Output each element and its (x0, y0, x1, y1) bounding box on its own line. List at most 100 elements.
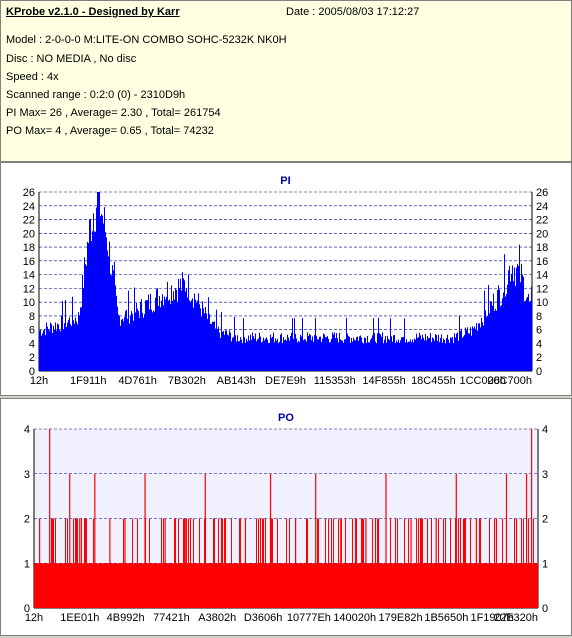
pi-bar (502, 298, 503, 371)
pi-bar (274, 342, 275, 371)
pi-bar (201, 316, 202, 371)
pi-bar (349, 336, 350, 371)
po-bar (65, 518, 66, 608)
y-tick-left: 8 (29, 311, 35, 323)
pi-bar (47, 326, 48, 371)
pi-bar (123, 321, 124, 371)
po-bar (109, 518, 111, 608)
pi-bar (309, 333, 310, 371)
pi-bar (441, 334, 442, 371)
pi-bar (171, 285, 172, 371)
pi-bar (491, 301, 492, 371)
pi-bar (366, 343, 367, 371)
pi-bar (205, 306, 206, 371)
po-bar (338, 518, 339, 608)
po-bar (224, 518, 225, 608)
pi-bar (213, 321, 214, 371)
pi-bar (139, 317, 140, 371)
pi-bar (402, 337, 403, 371)
x-tick: 179E82h (379, 612, 423, 624)
po-bar (475, 518, 477, 608)
pi-bar (300, 334, 301, 371)
y-tick-right: 2 (536, 352, 542, 364)
pi-bar (110, 274, 111, 371)
po-bar (489, 518, 490, 608)
pi-bar (63, 329, 64, 371)
po-bar (178, 518, 179, 608)
pi-bar (88, 243, 89, 371)
y-tick-left: 4 (29, 338, 35, 350)
pi-bar (382, 332, 383, 371)
pi-bar (174, 299, 175, 371)
pi-bar (427, 336, 428, 371)
pi-bar (186, 288, 187, 371)
pi-bar (435, 334, 436, 371)
po-bar (458, 518, 459, 608)
po-bar (431, 518, 432, 608)
pi-bar (423, 337, 424, 371)
po-bar (445, 518, 446, 608)
po-bar (355, 518, 356, 608)
pi-bar (161, 300, 162, 371)
pi-bar (76, 321, 77, 371)
po-bar (528, 518, 529, 608)
po-bar (137, 518, 138, 608)
pi-bar (421, 339, 422, 371)
po-bar (352, 518, 353, 608)
po-bar (193, 518, 194, 608)
pi-bar (196, 302, 197, 371)
pi-bar (407, 342, 408, 371)
pi-bar (48, 329, 49, 371)
pi-bar (458, 340, 459, 371)
pi-bar (74, 323, 75, 371)
pi-bar (119, 315, 120, 371)
po-bar (86, 518, 87, 608)
pi-bar (268, 343, 269, 371)
pi-bar (454, 333, 455, 371)
pi-bar (335, 338, 336, 371)
y-tick-left: 26 (23, 187, 35, 199)
pi-bar (422, 334, 423, 371)
pi-bar (215, 328, 216, 371)
y-tick-left: 4 (24, 424, 30, 436)
po-bar (438, 518, 439, 608)
x-tick: 4B992h (107, 612, 145, 624)
po-bar (73, 518, 74, 608)
pi-bar (146, 300, 147, 371)
pi-bar (65, 300, 66, 371)
po-bar (494, 518, 495, 608)
po-bar (422, 518, 423, 608)
pi-bar (292, 318, 293, 371)
pi-bar (293, 338, 294, 371)
po-bar (397, 518, 398, 608)
po-bar (221, 518, 222, 608)
pi-bar (416, 333, 417, 371)
pi-bar (294, 318, 295, 371)
pi-bar (140, 302, 141, 371)
pi-bar (356, 337, 357, 371)
pi-bar (273, 332, 274, 371)
pi-bar (374, 332, 375, 371)
pi-bar (231, 341, 232, 371)
y-tick-left: 12 (23, 283, 35, 295)
pi-bar (234, 317, 235, 371)
po-bar (435, 518, 437, 608)
pi-bar (316, 336, 317, 371)
po-bar (49, 429, 51, 608)
po-bar (75, 518, 76, 608)
x-tick: 4D761h (118, 375, 157, 387)
pi-bar (86, 265, 87, 371)
pi-bar (177, 301, 178, 371)
pi-bar (302, 318, 303, 371)
po-bar (184, 518, 186, 608)
pi-bar (352, 341, 353, 371)
po-bar (502, 518, 503, 608)
pi-bar (98, 192, 99, 371)
pi-bar (238, 341, 239, 371)
pi-bar (322, 338, 323, 371)
pi-bar (69, 317, 70, 371)
pi-bar (180, 278, 181, 371)
pi-bar (493, 293, 494, 371)
pi-bar (162, 294, 163, 371)
y-tick-left: 6 (29, 325, 35, 337)
